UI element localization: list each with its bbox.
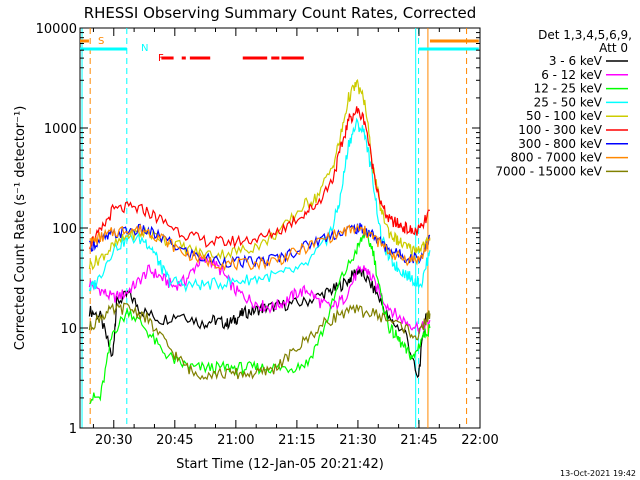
- series-line: [88, 255, 431, 335]
- x-tick-label: 20:30: [95, 433, 132, 448]
- night-marker-label: N: [141, 43, 148, 54]
- legend-item-label: 12 - 25 keV: [534, 82, 603, 96]
- legend-item-label: 25 - 50 keV: [534, 95, 603, 109]
- legend-item-label: 800 - 7000 keV: [511, 151, 603, 165]
- legend-item-label: 3 - 6 keV: [549, 54, 603, 68]
- flare-marker-label: F: [158, 53, 164, 64]
- footer-date: 13-Oct-2021 19:42: [560, 469, 636, 478]
- x-tick-label: 21:30: [339, 433, 376, 448]
- chart-title: RHESSI Observing Summary Count Rates, Co…: [84, 4, 477, 22]
- x-tick-label: 21:00: [217, 433, 254, 448]
- x-axis-label: Start Time (12-Jan-05 20:21:42): [176, 457, 384, 472]
- y-tick-label: 100: [52, 222, 77, 237]
- y-tick-label: 1: [69, 422, 77, 437]
- y-axis-label: Corrected Count Rate (s⁻¹ detector⁻¹): [13, 106, 28, 351]
- x-tick-label: 20:45: [156, 433, 193, 448]
- series-line: [88, 267, 427, 379]
- x-tick-label: 21:15: [278, 433, 315, 448]
- series-layer: [88, 79, 431, 405]
- marker-layer: S NF: [80, 28, 479, 428]
- saa-marker-label: S: [98, 36, 104, 47]
- legend-header: Att 0: [599, 41, 628, 55]
- series-line: [88, 117, 431, 293]
- legend-item-label: 6 - 12 keV: [541, 68, 603, 82]
- y-tick-label: 10000: [36, 22, 77, 37]
- series-line: [89, 223, 431, 272]
- legend-item-label: 50 - 100 keV: [526, 109, 603, 123]
- legend-item-label: 300 - 800 keV: [518, 137, 602, 151]
- series-line: [88, 106, 431, 250]
- axis-layer: 20:30 20:45 21:00 21:15 21:30 21:45 22:00 1 10 10…: [36, 22, 499, 448]
- y-tick-label: 10: [60, 322, 77, 337]
- y-tick-label: 1000: [44, 122, 77, 137]
- legend-header: Det 1,3,4,5,6,9,: [538, 28, 632, 42]
- series-line: [89, 228, 431, 405]
- x-tick-label: 22:00: [461, 433, 498, 448]
- legend-item-label: 7000 - 15000 keV: [495, 164, 602, 178]
- x-tick-label: 21:45: [400, 433, 437, 448]
- legend-item-label: 100 - 300 keV: [518, 123, 602, 137]
- series-line: [88, 302, 431, 381]
